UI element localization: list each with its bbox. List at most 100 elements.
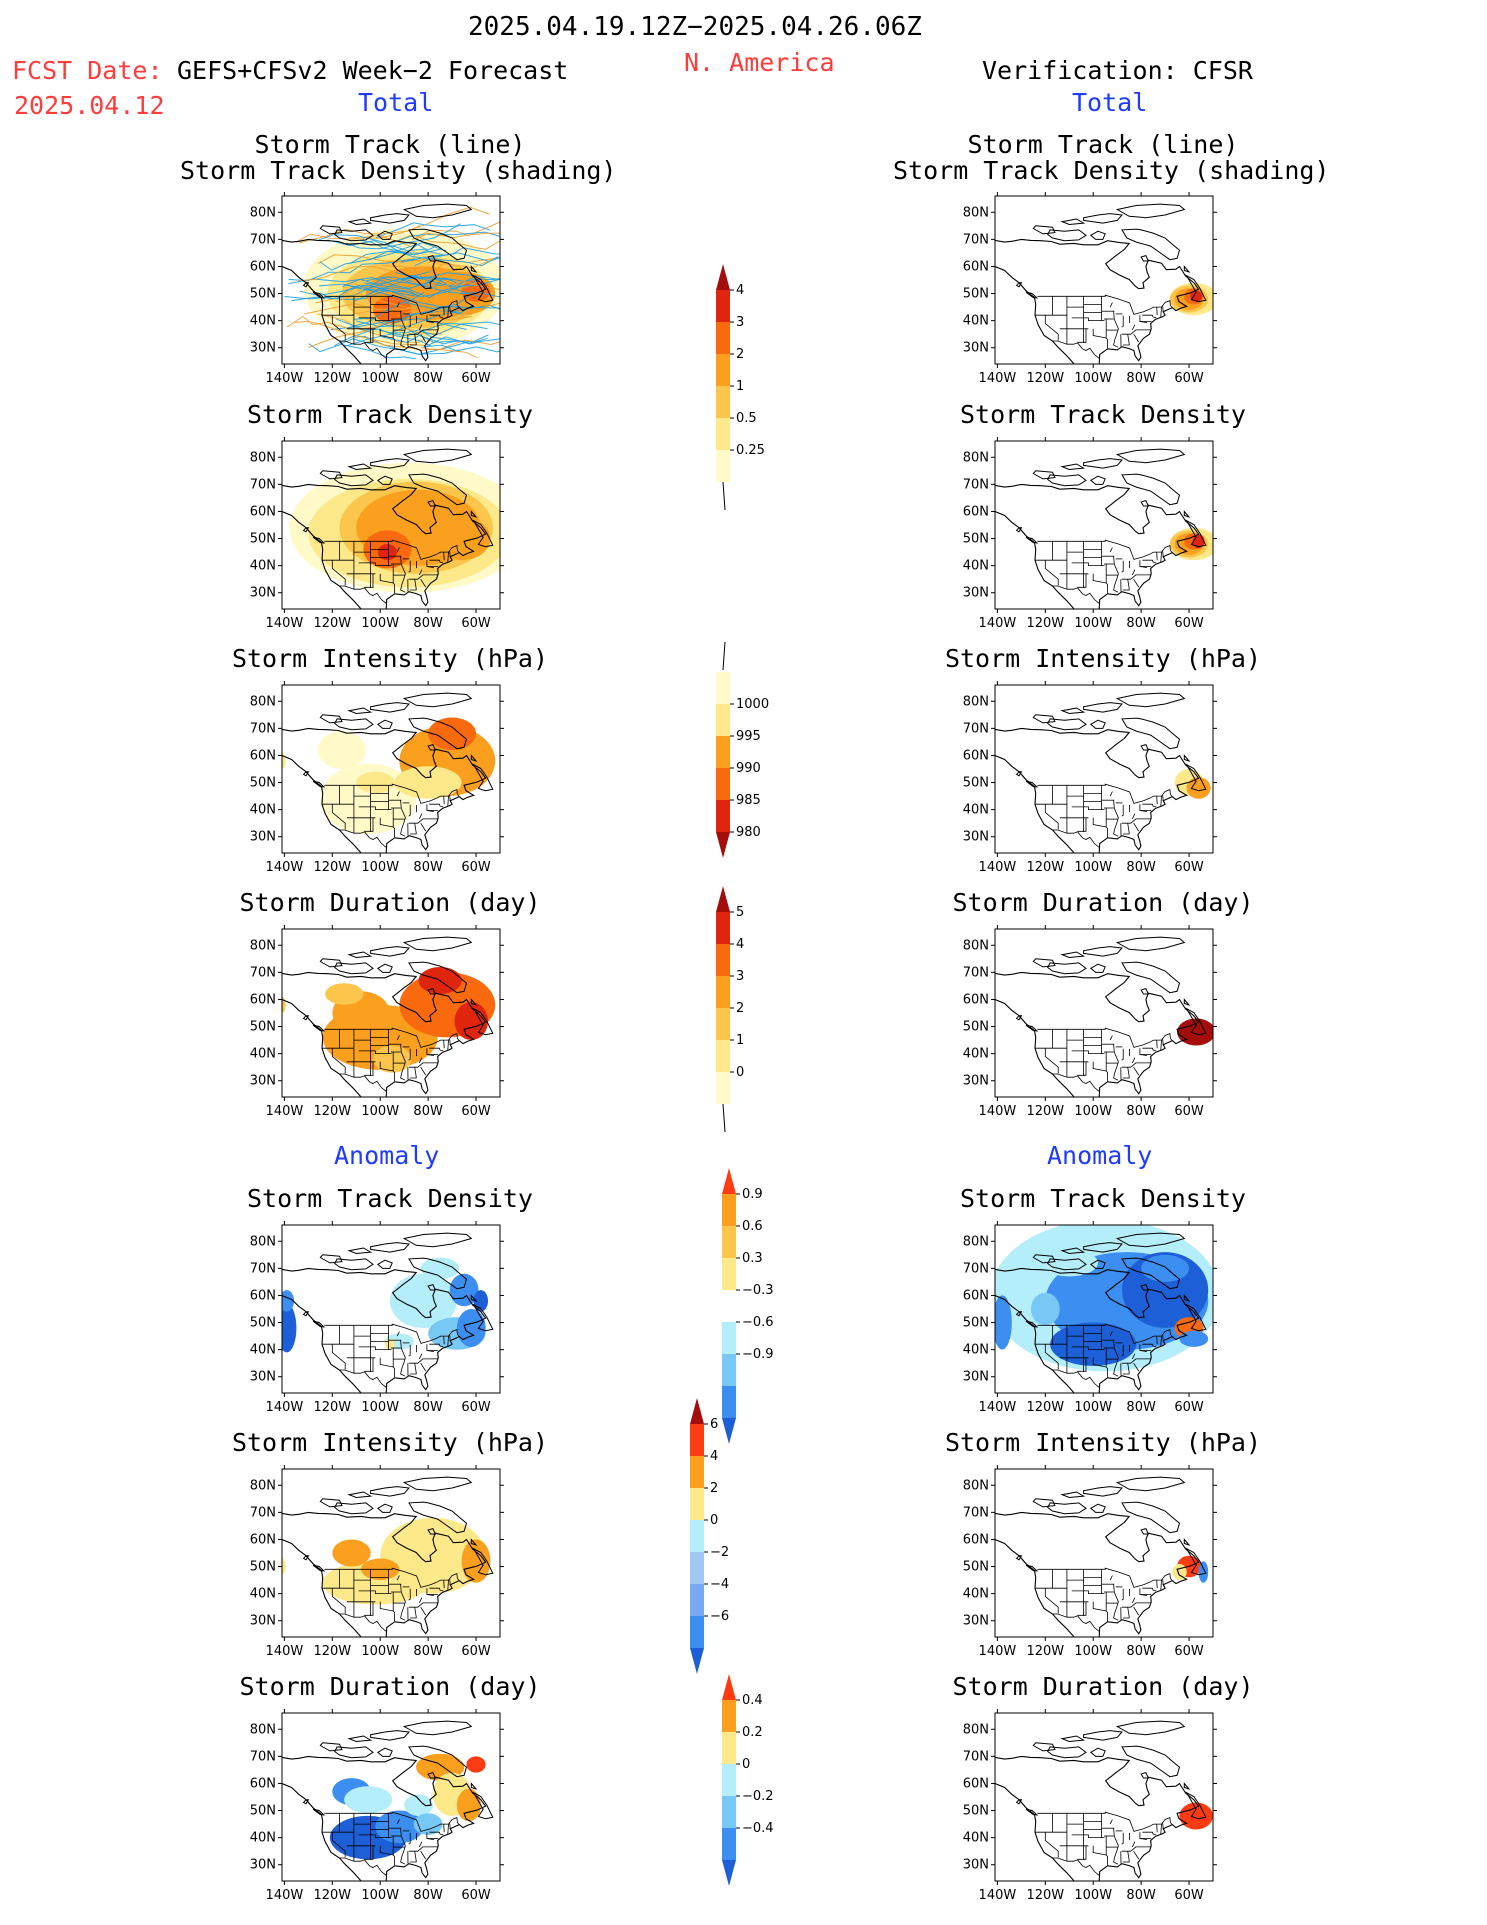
map-frame	[281, 684, 501, 854]
coastline	[282, 936, 494, 1097]
state-borders	[322, 783, 460, 849]
region-title: N. America	[684, 48, 835, 77]
colorbar-label: 0.4	[742, 1693, 763, 1708]
colorbar-segment	[716, 912, 730, 944]
coastline	[282, 692, 494, 853]
storm-track	[391, 304, 500, 334]
state-borders	[322, 1323, 460, 1389]
storm-track	[387, 231, 500, 245]
storm-track	[368, 339, 478, 359]
lat-tick-label: 60N	[250, 1288, 276, 1303]
colorbar-label: 980	[736, 825, 761, 840]
coastline	[995, 936, 1207, 1097]
lat-tick-label: 70N	[963, 477, 989, 492]
shading-layer	[1179, 1802, 1213, 1830]
lat-tick-label: 50N	[963, 1316, 989, 1331]
lon-tick-label: 120W	[1026, 371, 1064, 386]
lon-tick-label: 60W	[1174, 1104, 1204, 1119]
lon-tick-label: 100W	[1074, 1400, 1112, 1415]
lat-tick-label: 80N	[250, 450, 276, 465]
lat-tick-label: 40N	[963, 1343, 989, 1358]
lon-tick-label: 60W	[461, 1644, 491, 1659]
lat-tick-label: 60N	[250, 504, 276, 519]
shading-area	[1190, 290, 1203, 302]
map-right-anom-intensity: 80N 70N 60N 50N 40N 30N 140W 120W 100W 80W 60W	[943, 1463, 1243, 1667]
map-frame	[994, 684, 1214, 854]
lon-tick-label: 140W	[266, 860, 304, 875]
lon-tick-label: 80W	[413, 371, 443, 386]
fcst-date-value: 2025.04.12	[14, 91, 165, 120]
colorbar-segment	[716, 832, 730, 858]
lat-tick-label: 50N	[250, 776, 276, 791]
lat-tick-label: 60N	[963, 748, 989, 763]
lat-tick-label: 50N	[250, 1804, 276, 1819]
lat-tick-label: 80N	[963, 450, 989, 465]
lat-tick-label: 30N	[963, 830, 989, 845]
colorbar-density-anom: 0.9 0.6 0.3 −0.3 −0.6 −0.9	[718, 1166, 788, 1450]
lat-tick-label: 50N	[963, 287, 989, 302]
lat-tick-label: 50N	[963, 532, 989, 547]
lon-tick-label: 100W	[361, 1400, 399, 1415]
colorbar-duration-total: 5 4 3 2 1 0	[712, 884, 782, 1140]
map-frame	[281, 1468, 501, 1638]
map-frame	[281, 928, 501, 1098]
lat-tick-label: 80N	[963, 205, 989, 220]
left-anom-duration-title: Storm Duration (day)	[239, 1672, 541, 1701]
colorbar-segment	[716, 1008, 730, 1040]
coastline	[995, 1476, 1207, 1637]
lat-tick-label: 30N	[963, 1614, 989, 1629]
colorbar-label: 0	[742, 1757, 750, 1772]
colorbar-segment	[722, 1322, 736, 1354]
lon-tick-label: 100W	[1074, 1644, 1112, 1659]
storm-track	[426, 336, 500, 347]
lat-tick-label: 70N	[963, 1749, 989, 1764]
state-borders	[1035, 539, 1173, 605]
colorbar-segment	[716, 290, 730, 322]
shading-layer	[289, 462, 500, 593]
right-anom-duration-title: Storm Duration (day)	[952, 1672, 1254, 1701]
lon-tick-label: 140W	[979, 616, 1017, 631]
lon-tick-label: 140W	[266, 1888, 304, 1903]
verification-title: Verification: CFSR	[982, 56, 1253, 85]
shading-area	[995, 1295, 1012, 1350]
colorbar-duration-anom: 0.4 0.2 0 −0.2 −0.4	[718, 1672, 788, 1892]
storm-track	[286, 315, 377, 330]
lat-tick-label: 30N	[963, 1858, 989, 1873]
storm-track	[395, 272, 500, 281]
lat-tick-label: 40N	[963, 803, 989, 818]
storm-track	[308, 322, 442, 348]
colorbar-segment	[722, 1828, 736, 1860]
lon-tick-label: 140W	[266, 1400, 304, 1415]
colorbar-label: 0.9	[742, 1187, 763, 1202]
lon-tick-label: 100W	[361, 860, 399, 875]
shading-area	[1050, 1322, 1137, 1366]
lon-tick-label: 120W	[1026, 1104, 1064, 1119]
shading-area	[1177, 1018, 1213, 1046]
storm-track	[297, 265, 425, 282]
map-left-anom-density: 80N 70N 60N 50N 40N 30N 140W 120W 100W 80W 60W	[230, 1219, 530, 1423]
colorbar-label: 0.2	[742, 1725, 763, 1740]
storm-track	[318, 283, 425, 303]
storm-track	[295, 233, 411, 247]
right-track-title-line2: Storm Track Density (shading)	[893, 156, 1330, 186]
lat-tick-label: 80N	[963, 938, 989, 953]
colorbar-label: 4	[736, 937, 744, 952]
colorbar-density-total: 4 3 2 1 0.5 0.25	[712, 262, 782, 518]
left-track-title-line2: Storm Track Density (shading)	[180, 156, 617, 186]
lat-tick-label: 50N	[963, 1560, 989, 1575]
lat-tick-label: 60N	[250, 1776, 276, 1791]
shading-area	[1198, 1561, 1209, 1583]
colorbar-label: 2	[736, 347, 744, 362]
map-frame	[994, 1468, 1214, 1638]
colorbar-label: 0	[710, 1513, 718, 1528]
lat-tick-label: 40N	[963, 1831, 989, 1846]
state-borders	[322, 294, 460, 360]
lat-tick-label: 70N	[250, 1505, 276, 1520]
lat-tick-label: 30N	[963, 341, 989, 356]
lon-tick-label: 100W	[361, 1644, 399, 1659]
colorbar-segment	[716, 976, 730, 1008]
lat-tick-label: 50N	[250, 287, 276, 302]
lat-tick-label: 30N	[250, 830, 276, 845]
colorbar-label: 2	[710, 1481, 718, 1496]
shading-layer	[1177, 1018, 1213, 1046]
